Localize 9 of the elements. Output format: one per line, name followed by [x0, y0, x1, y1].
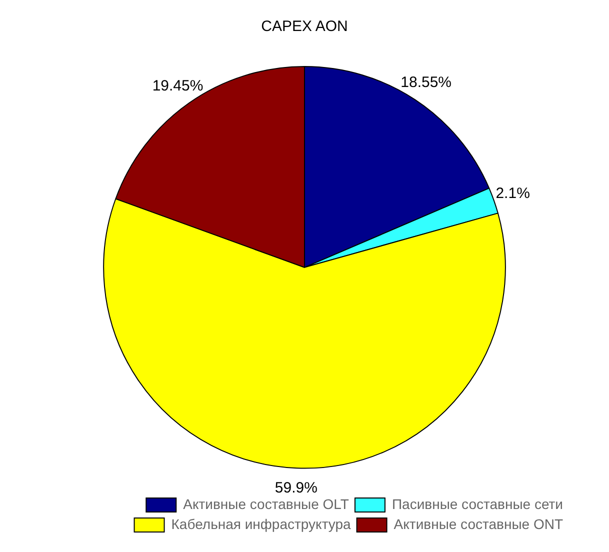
legend-label: Кабельная инфраструктура	[171, 516, 352, 532]
chart-title: CAPEX AON	[261, 18, 348, 36]
data-label: 19.45%	[152, 78, 204, 95]
legend-label: Активные составные ONT	[394, 516, 564, 532]
legend-label: Активные составные OLT	[183, 496, 350, 512]
data-label: 18.55%	[400, 74, 452, 92]
data-label: 59.9%	[274, 479, 318, 496]
data-label: 2.1%	[496, 185, 530, 202]
legend-label: Пасивные составные сети	[392, 496, 564, 512]
